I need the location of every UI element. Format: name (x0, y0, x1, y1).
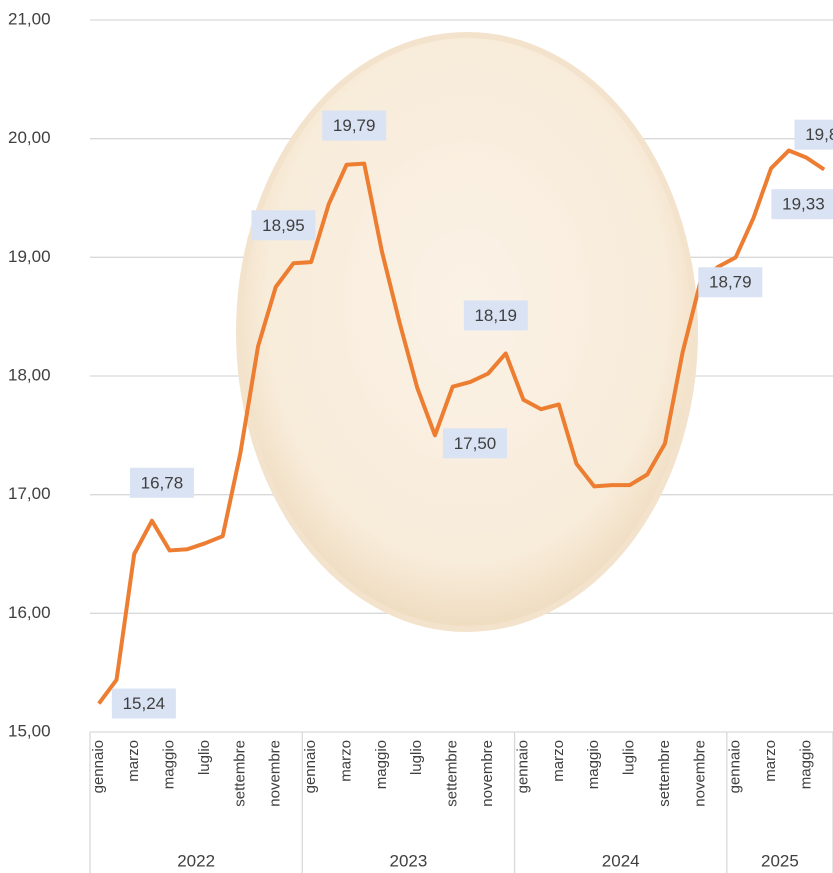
x-tick-label: gennaio (727, 740, 744, 793)
data-label: 19,79 (322, 110, 387, 141)
x-tick-label: settembre (656, 740, 673, 807)
y-tick-label: 15,00 (8, 721, 51, 740)
data-label: 19,84 (794, 119, 833, 150)
data-label: 18,19 (463, 300, 528, 331)
data-label-text: 16,78 (141, 473, 184, 492)
x-tick-label: settembre (231, 740, 248, 807)
x-tick-label: maggio (585, 740, 602, 789)
egg-decoration (236, 32, 698, 632)
x-tick-label: marzo (550, 740, 567, 782)
data-label: 15,24 (111, 688, 176, 719)
data-label-box (794, 119, 833, 150)
data-label: 17,50 (442, 428, 507, 459)
data-label: 19,33 (771, 189, 833, 220)
x-tick-label: luglio (408, 740, 425, 775)
data-label-box (111, 688, 176, 719)
data-label-text: 15,24 (123, 694, 166, 713)
data-label-box (771, 189, 833, 220)
data-label: 18,95 (251, 210, 316, 241)
data-label-box (322, 110, 387, 141)
y-tick-label: 18,00 (8, 365, 51, 384)
y-tick-label: 19,00 (8, 247, 51, 266)
x-tick-label: luglio (621, 740, 638, 775)
x-tick-label: gennaio (514, 740, 531, 793)
x-tick-label: marzo (762, 740, 779, 782)
data-label-text: 19,79 (333, 116, 376, 135)
data-label-text: 18,79 (709, 273, 752, 292)
data-label-box (442, 428, 507, 459)
data-label-text: 18,95 (262, 216, 305, 235)
x-tick-label: novembre (691, 740, 708, 807)
x-tick-label: maggio (373, 740, 390, 789)
data-label-box (698, 267, 763, 298)
x-group-label: 2025 (761, 851, 799, 870)
data-label-box (463, 300, 528, 331)
x-tick-label: luglio (196, 740, 213, 775)
data-label-box (129, 467, 194, 498)
data-label-box (251, 210, 316, 241)
y-tick-label: 17,00 (8, 484, 51, 503)
data-label-text: 19,84 (805, 125, 833, 144)
data-label: 16,78 (129, 467, 194, 498)
x-tick-label: maggio (797, 740, 814, 789)
data-label: 18,79 (698, 267, 763, 298)
x-tick-label: gennaio (90, 740, 107, 793)
y-tick-label: 20,00 (8, 128, 51, 147)
data-label-text: 17,50 (454, 434, 497, 453)
data-label-text: 19,33 (782, 195, 825, 214)
x-group-label: 2023 (390, 851, 428, 870)
x-tick-label: marzo (337, 740, 354, 782)
x-tick-label: novembre (267, 740, 284, 807)
x-tick-label: marzo (125, 740, 142, 782)
x-tick-label: gennaio (302, 740, 319, 793)
x-tick-label: settembre (444, 740, 461, 807)
y-tick-label: 21,00 (8, 9, 51, 28)
x-tick-label: novembre (479, 740, 496, 807)
x-group-label: 2022 (177, 851, 215, 870)
y-tick-label: 16,00 (8, 603, 51, 622)
data-label-text: 18,19 (474, 306, 517, 325)
x-group-label: 2024 (602, 851, 640, 870)
x-tick-label: maggio (161, 740, 178, 789)
